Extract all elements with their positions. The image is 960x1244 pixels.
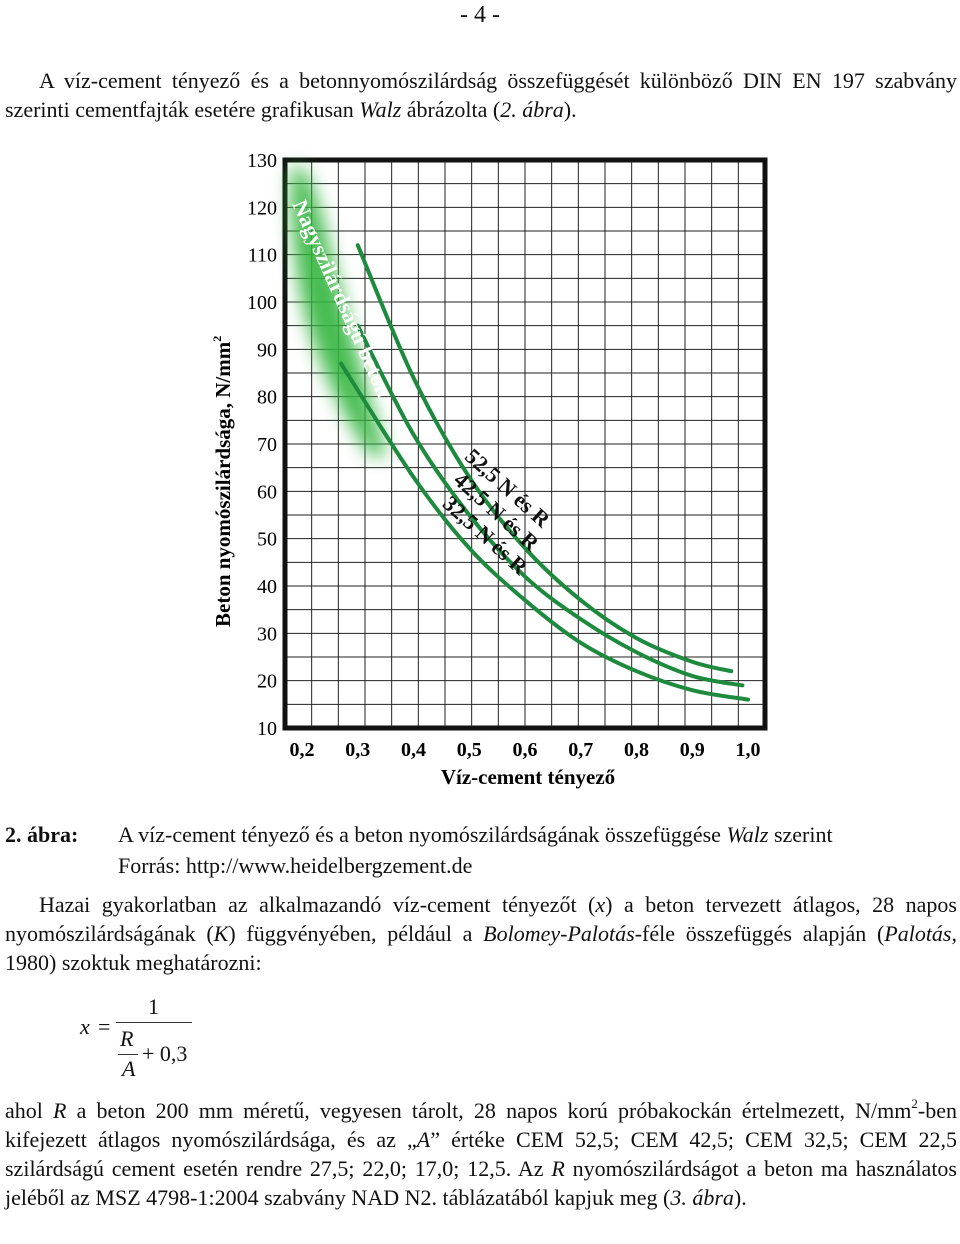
intro-text-1: A víz-cement tényező és a betonnyomószil… [5,68,957,122]
y-tick-label: 80 [257,387,277,409]
x-axis-label: Víz-cement tényező [441,765,615,789]
x-tick-labels: 0,2 0,3 0,4 0,5 0,6 0,7 0,8 0,9 1,0 [290,739,761,761]
figure-caption: 2. ábra: A víz-cement tényező és a beton… [5,820,957,878]
x-tick-label: 0,2 [290,739,315,761]
formula-inner-bar [118,1054,138,1055]
x-tick-label: 0,8 [624,739,649,761]
chart-grid [282,157,768,731]
formula-r: R [120,1026,134,1051]
intro-text-3: ). [563,97,577,122]
y-tick-label: 110 [248,245,277,267]
y-tick-label: 60 [257,481,277,503]
curve-series-1 [355,243,734,674]
y-tick-label: 40 [257,576,277,598]
chart-curves [339,243,750,702]
y-tick-labels: 10 20 30 40 50 60 70 80 90 100 110 120 130 [247,150,277,740]
x-tick-label: 0,5 [457,739,482,761]
y-tick-label: 120 [247,197,277,219]
x-tick-label: 0,3 [345,739,370,761]
formula-plus-const: + 0,3 [142,1041,188,1066]
page-number: - 4 - [460,2,500,28]
formula-fraction-bar [116,1022,192,1023]
y-tick-label: 10 [257,718,277,740]
body-paragraph-2: Hazai gyakorlatban az alkalmazandó víz-c… [5,892,957,975]
formula-x: x [80,1014,90,1039]
intro-walz: Walz [359,97,402,122]
high-strength-zone [290,165,386,458]
body-paragraph-3: ahol R a beton 200 mm méretű, vegyesen t… [5,1095,957,1210]
y-axis-label: Beton nyomószilárdsága, N/mm2 [210,336,235,627]
formula-a: A [122,1056,136,1081]
intro-figure-ref: 2. ábra [500,97,564,122]
x-tick-label: 0,6 [513,739,538,761]
y-tick-label: 30 [257,623,277,645]
curve-series-2 [355,323,745,688]
intro-text-2: ábrázolta ( [401,97,501,122]
y-tick-label: 130 [247,150,277,172]
formula-equals: = [98,1014,111,1039]
x-tick-label: 0,7 [568,739,593,761]
y-tick-label: 90 [257,339,277,361]
formula: x = 1 R A + 0,3 [80,994,220,1086]
caption-text: A víz-cement tényező és a beton nyomószi… [118,822,833,847]
x-tick-label: 0,4 [401,739,426,761]
caption-label: 2. ábra: [5,822,79,847]
y-tick-label: 70 [257,434,277,456]
y-tick-label: 20 [257,671,277,693]
y-tick-label: 50 [257,529,277,551]
y-tick-label: 100 [247,292,277,314]
x-tick-label: 0,9 [680,739,705,761]
caption-source: Forrás: http://www.heidelbergzement.de [118,853,473,878]
walz-chart: Nagyszilárdságú beton 52,5 N és R42,5 N … [210,150,768,789]
chart-frame [282,157,768,731]
x-tick-label: 1,0 [736,739,761,761]
curve-series-3 [339,361,750,702]
formula-numerator: 1 [148,994,159,1019]
intro-paragraph: A víz-cement tényező és a betonnyomószil… [5,66,957,124]
